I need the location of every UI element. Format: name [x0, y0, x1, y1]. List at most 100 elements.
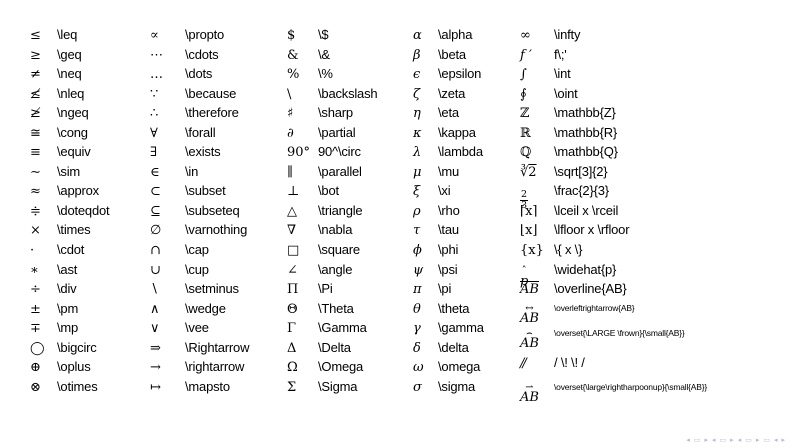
latex-command: \equiv: [57, 144, 91, 160]
latex-command: \neq: [57, 66, 82, 82]
symbol-row: ≰ \nleq: [30, 86, 150, 106]
latex-command: \subseteq: [185, 202, 240, 218]
math-symbol: ∥: [287, 164, 294, 180]
symbol-row: ψ \psi: [413, 262, 520, 282]
math-symbol: f ′: [520, 47, 532, 63]
nav-icon[interactable]: ▸: [704, 436, 710, 444]
math-symbol: ∈: [150, 164, 160, 180]
symbol-row: ⇀ AB \overset{\large\rightharpoonup}{\smal…: [520, 380, 774, 404]
latex-command: \nleq: [57, 85, 85, 101]
nav-icon[interactable]: ▸: [755, 436, 761, 444]
latex-command: \sqrt[3]{2}: [554, 163, 608, 179]
math-symbol: ⇒: [150, 340, 161, 356]
math-symbol: …: [150, 67, 163, 83]
math-symbol: ±: [30, 301, 41, 317]
symbol-row: ∴ \therefore: [150, 105, 287, 125]
nav-icon[interactable]: ▸: [730, 436, 735, 444]
math-symbol: ζ: [413, 86, 421, 102]
math-symbol: ℤ: [520, 106, 530, 122]
math-symbol: ϵ: [413, 67, 421, 83]
symbol-row: ∫ \int: [520, 66, 774, 86]
symbol-row: ℝ \mathbb{R}: [520, 125, 774, 145]
nav-icon[interactable]: ◂: [737, 436, 743, 444]
latex-command: \approx: [57, 183, 99, 199]
math-symbol: ∧: [150, 301, 160, 317]
latex-command: \Pi: [318, 281, 333, 297]
latex-command: \cdot: [57, 242, 85, 258]
nav-icon[interactable]: ▭: [763, 436, 771, 444]
nav-icon[interactable]: ◂: [773, 436, 779, 444]
math-symbol: ∞: [520, 28, 531, 43]
latex-command: \times: [57, 222, 91, 238]
latex-command: \in: [185, 163, 199, 179]
symbol-row: κ \kappa: [413, 125, 520, 145]
nav-icon[interactable]: ◂: [686, 436, 691, 444]
latex-command: \div: [57, 281, 77, 297]
symbol-row: ∥ \parallel: [287, 164, 413, 184]
symbol-row: π \pi: [413, 281, 520, 301]
latex-command: \square: [318, 242, 360, 258]
math-symbol: ∇: [287, 223, 297, 239]
latex-command: \Sigma: [318, 378, 358, 394]
latex-command: \widehat{p}: [554, 261, 617, 277]
math-symbol: ≠: [30, 67, 41, 83]
latex-command: 90^\circ: [318, 144, 361, 160]
math-symbol: ∃: [150, 145, 158, 161]
symbol-row: β \beta: [413, 47, 520, 67]
latex-command: \rightarrow: [185, 359, 245, 375]
nav-icon[interactable]: ◂: [712, 436, 717, 444]
latex-command: \doteqdot: [57, 202, 110, 218]
latex-command: \vee: [185, 320, 209, 336]
latex-command: \Rightarrow: [185, 339, 250, 355]
symbol-row: f ′ f\;': [520, 47, 774, 67]
math-symbol: $: [287, 28, 296, 43]
latex-command: \oint: [554, 85, 578, 101]
latex-command: \otimes: [57, 378, 98, 394]
math-symbol: ⌊x⌋: [520, 223, 538, 239]
latex-command: \therefore: [185, 105, 239, 121]
symbol-row: 90° 90^\circ: [287, 144, 413, 164]
math-symbol: ×: [30, 223, 41, 239]
math-symbol: δ: [413, 340, 421, 356]
math-symbol: ℚ: [520, 145, 532, 161]
math-symbol: 90°: [287, 145, 311, 161]
latex-command: \bot: [318, 183, 339, 199]
math-symbol: ⊂: [150, 184, 161, 200]
math-symbol: ∠: [287, 262, 298, 278]
math-symbol: ∩: [150, 243, 161, 259]
latex-command: \xi: [438, 183, 451, 199]
latex-command: \psi: [438, 261, 458, 277]
latex-command: \sigma: [438, 378, 476, 394]
symbol-row: ⌊x⌋ \lfloor x \rfloor: [520, 222, 774, 242]
latex-command: \mapsto: [185, 378, 230, 394]
nav-icon[interactable]: ▭: [693, 436, 702, 444]
symbol-row: ∛2 \sqrt[3]{2}: [520, 164, 774, 184]
math-symbol: ∮: [520, 86, 527, 102]
symbol-row: ∂ \partial: [287, 125, 413, 145]
symbol-row: ∩ \cap: [150, 242, 287, 262]
nav-icon[interactable]: ▭: [745, 436, 753, 444]
nav-icon[interactable]: ▸: [781, 436, 786, 444]
latex-command: \%: [318, 66, 333, 82]
latex-command: \zeta: [438, 85, 466, 101]
latex-command: \exists: [185, 144, 221, 160]
symbol-row: ≤ \leq: [30, 27, 150, 47]
symbol-row: ϵ \epsilon: [413, 66, 520, 86]
symbol-row: ∵ \because: [150, 86, 287, 106]
symbol-row: ⊆ \subseteq: [150, 203, 287, 223]
latex-command: / \! \! /: [554, 354, 585, 370]
math-symbol: ÷: [30, 282, 41, 298]
nav-icon[interactable]: ▭: [719, 436, 728, 444]
math-symbol: ∛2: [520, 164, 537, 180]
latex-command: \nabla: [318, 222, 353, 238]
math-symbol: {x}: [520, 243, 544, 259]
symbol-row: {x} \{ x \}: [520, 242, 774, 262]
symbol-row: ρ \rho: [413, 203, 520, 223]
symbol-row: ∗ \ast: [30, 262, 150, 282]
latex-command: \cdots: [185, 46, 219, 62]
latex-command: \parallel: [318, 163, 362, 179]
symbol-row: // / \! \! /: [520, 355, 774, 380]
math-symbol: ∝: [150, 28, 159, 43]
symbol-row: ∞ \infty: [520, 27, 774, 47]
